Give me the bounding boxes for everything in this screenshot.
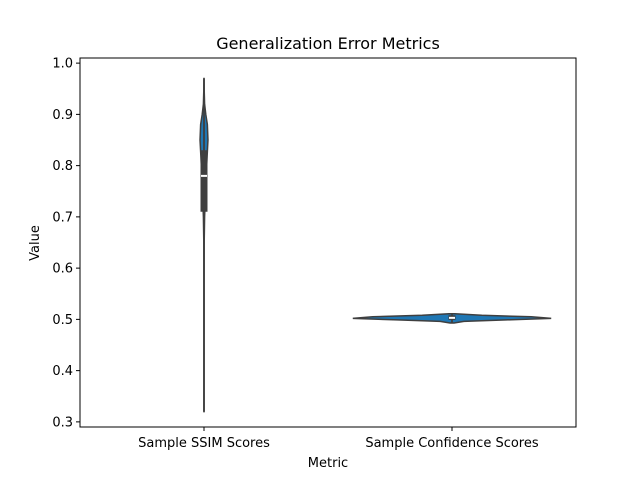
y-tick-label: 0.4	[52, 364, 73, 379]
chart-marks	[199, 77, 552, 413]
x-tick-label: Sample Confidence Scores	[365, 436, 539, 451]
x-tick-label: Sample SSIM Scores	[138, 436, 270, 451]
y-tick-label: 0.8	[52, 159, 73, 174]
x-axis-label: Metric	[308, 456, 348, 471]
plot-frame	[79, 57, 577, 428]
y-axis: 0.3 0.4 0.5 0.6 0.7 0.8 0.9 1.0	[52, 57, 80, 430]
y-tick-label: 0.6	[52, 262, 73, 277]
y-tick-label: 0.5	[52, 313, 73, 328]
y-tick-label: 0.7	[52, 210, 73, 225]
y-tick-label: 0.3	[52, 415, 73, 430]
violin-iqr-box	[200, 150, 208, 212]
x-axis: Sample SSIM Scores Sample Confidence Scor…	[138, 427, 539, 451]
y-tick-label: 0.9	[52, 108, 73, 123]
y-tick-label: 1.0	[52, 57, 73, 72]
chart-title: Generalization Error Metrics	[216, 34, 440, 53]
y-axis-label: Value	[28, 225, 43, 261]
